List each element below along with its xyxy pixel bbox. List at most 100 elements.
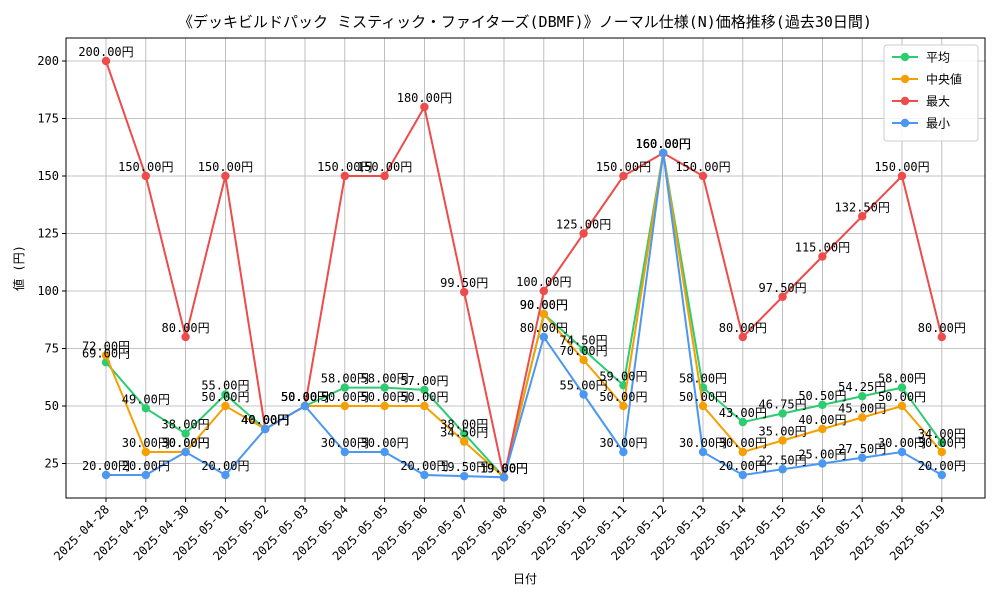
series-2-point (818, 252, 827, 261)
series-2-data-label: 50.00円 (281, 390, 329, 404)
series-1-data-label: 50.00円 (321, 390, 369, 404)
series-0-point (937, 438, 946, 447)
series-2-data-label: 132.50円 (835, 200, 890, 214)
series-2-data-label: 180.00円 (397, 91, 452, 105)
series-2-point (539, 286, 548, 296)
series-3-data-label: 20.00円 (201, 459, 249, 473)
series-0-point (579, 345, 588, 354)
series-2-data-label: 150.00円 (118, 160, 173, 174)
series-0-data-label: 55.00円 (201, 379, 249, 393)
series-2-point (778, 292, 787, 301)
series-3-data-label: 22.50円 (759, 453, 807, 467)
series-3-point (101, 470, 111, 480)
series-1-data-label: 40.00円 (798, 413, 846, 427)
series-0-data-label: 58.00円 (321, 372, 369, 386)
series-3-data-label: 30.00円 (599, 436, 647, 450)
series-1-point (698, 401, 708, 411)
series-3-data-label: 25.00円 (798, 448, 846, 462)
series-3-point (460, 471, 469, 481)
series-1-data-label: 90.00円 (520, 298, 568, 312)
series-1-point (778, 436, 787, 445)
series-2-point (460, 287, 469, 297)
series-2-line (105, 60, 943, 478)
series-1-data-label: 160.00円 (636, 137, 691, 151)
y-axis-label: 値 (円) (11, 245, 26, 291)
series-1-data-label: 50.00円 (400, 390, 448, 404)
series-2-point (221, 171, 230, 181)
series-3-point (340, 447, 349, 457)
series-0-data-label: 40.00円 (241, 413, 289, 427)
legend-swatch-marker (900, 118, 910, 128)
series-1-data-label: 19.00円 (480, 461, 528, 475)
series-2-data-label: 150.00円 (596, 160, 651, 174)
y-tick-label: 25 (45, 457, 59, 471)
series-3-data-label: 30.00円 (878, 436, 926, 450)
series-3-data-label: 30.00円 (361, 436, 409, 450)
series-3-data-label: 80.00円 (520, 321, 568, 335)
y-tick-label: 50 (45, 399, 59, 413)
series-2-data-label: 80.00円 (918, 321, 966, 335)
y-tick-label: 200 (37, 54, 59, 68)
series-2-point (141, 171, 150, 181)
series-2-data-label: 150.00円 (317, 160, 372, 174)
series-0-point (818, 400, 827, 410)
series-0-data-label: 38.00円 (162, 418, 210, 432)
series-3-data-label: 50.00円 (281, 390, 329, 404)
series-2-data-label: 150.00円 (357, 160, 412, 174)
series-3-point (499, 473, 509, 482)
series-1-point (858, 413, 867, 422)
series-1-point (897, 401, 907, 411)
series-2-data-label: 150.00円 (198, 160, 253, 174)
series-3-data-label: 20.00円 (122, 459, 170, 473)
series-0-data-label: 49.00円 (122, 392, 170, 406)
series-1-point (738, 447, 747, 457)
series-1-point (579, 355, 588, 365)
legend-box (883, 44, 979, 142)
series-2-point (897, 171, 907, 181)
legend-label: 平均 (926, 51, 950, 65)
series-2-data-label: 160.00円 (636, 137, 691, 151)
series-0-point (340, 383, 349, 392)
series-2-data-label: 150.00円 (675, 160, 730, 174)
legend-label: 中央値 (926, 72, 962, 87)
series-1-point (539, 309, 548, 319)
series-1-data-label: 30.00円 (122, 436, 170, 450)
series-3-point (778, 465, 787, 474)
series-1-data-label: 45.00円 (838, 402, 886, 416)
series-3-line (106, 152, 943, 479)
series-2-data-label: 100.00円 (516, 275, 571, 289)
series-2-point (420, 102, 429, 112)
series-3-data-label: 20.00円 (719, 459, 767, 473)
series-1-point (141, 447, 150, 457)
series-3-point (380, 447, 389, 457)
series-3-data-label: 27.50円 (838, 442, 886, 456)
x-axis-label: 日付 (513, 572, 537, 586)
series-2-point (579, 229, 588, 238)
series-2-point (380, 171, 389, 181)
series-3-data-label: 160.00円 (636, 137, 691, 151)
series-3-point (858, 453, 867, 462)
series-3-point (818, 459, 827, 468)
series-1-data-label: 40.00円 (241, 413, 289, 427)
series-1-data-label: 50.00円 (599, 390, 647, 404)
series-2-point (181, 332, 190, 342)
series-1-data-label: 34.50円 (440, 426, 488, 440)
series-1-data-label: 30.00円 (162, 436, 210, 450)
series-3-point (221, 470, 230, 480)
series-0-point (738, 417, 747, 427)
series-1-point (380, 401, 389, 411)
series-1-data-label: 50.00円 (361, 390, 409, 404)
series-1-data-label: 30.00円 (719, 436, 767, 450)
series-0-data-label: 74.50円 (560, 334, 608, 348)
series-3-point (579, 390, 588, 399)
series-0-point (141, 404, 150, 413)
series-0-point (858, 392, 867, 401)
series-1-point (619, 401, 628, 411)
series-2-point (101, 56, 111, 66)
series-3-point (300, 401, 310, 411)
series-3-data-label: 19.50円 (440, 460, 488, 474)
series-0-data-label: 58.00円 (679, 372, 727, 386)
series-3-data-label: 30.00円 (162, 436, 210, 450)
series-1-point (420, 401, 429, 411)
